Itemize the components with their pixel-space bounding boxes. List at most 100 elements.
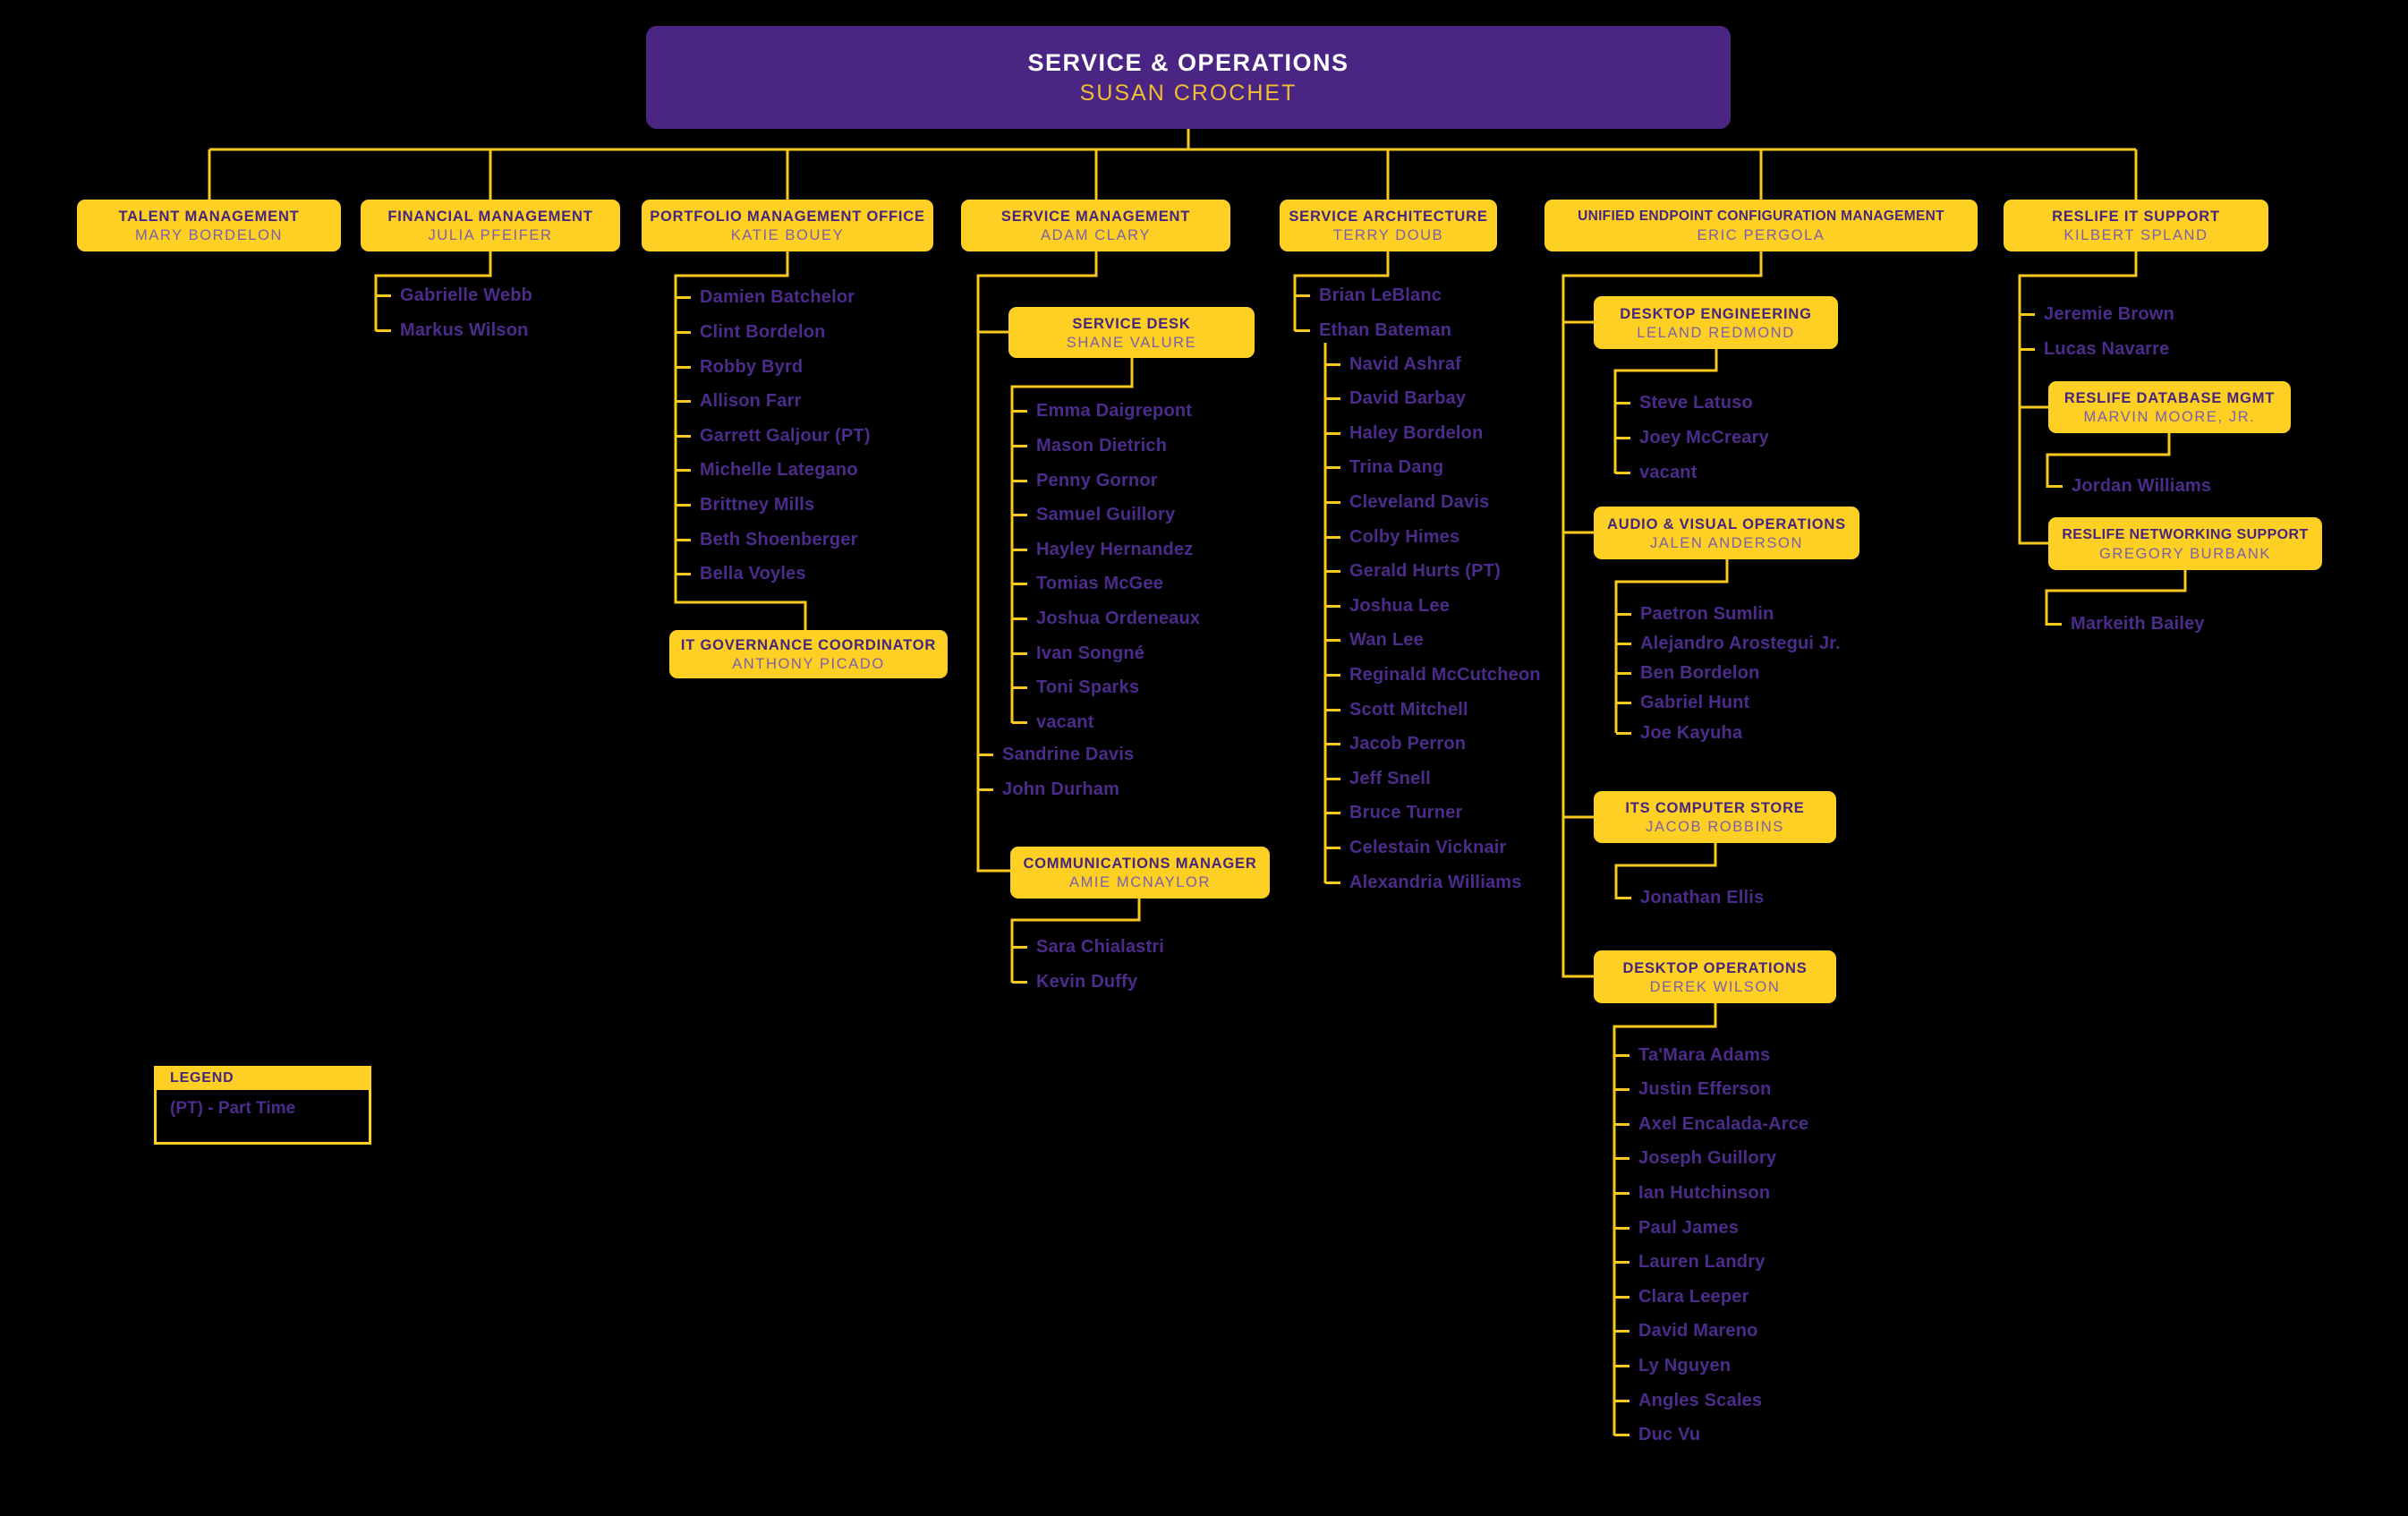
dept-title: DESKTOP ENGINEERING	[1620, 305, 1812, 322]
member-name: Joshua Lee	[1325, 589, 1541, 624]
connector-financial	[374, 251, 492, 331]
member-name: Robby Byrd	[676, 350, 871, 385]
member-name: Celestain Vicknair	[1325, 830, 1541, 865]
legend-body: (PT) - Part Time	[154, 1090, 371, 1145]
legend-entry: (PT) - Part Time	[170, 1099, 296, 1118]
member-name: Brittney Mills	[676, 488, 871, 523]
dept-title: RESLIFE IT SUPPORT	[2052, 209, 2220, 225]
member-list-reslife: Jeremie Brown Lucas Navarre	[2020, 298, 2174, 367]
member-list-ethan-bateman-team: Navid Ashraf David Barbay Haley Bordelon Tr…	[1325, 347, 1541, 900]
dept-title: AUDIO & VISUAL OPERATIONS	[1607, 515, 1846, 532]
member-list-service-architecture: Brian LeBlanc Ethan Bateman	[1295, 279, 1451, 348]
member-name: Ivan Songné	[1012, 636, 1200, 671]
member-name: Gabriel Hunt	[1616, 688, 1841, 718]
member-list-reslife-database-mgmt: Jordan Williams	[2047, 470, 2211, 505]
member-name: Paul James	[1614, 1211, 1808, 1246]
member-name: Joseph Guillory	[1614, 1142, 1808, 1177]
member-name: Markus Wilson	[376, 313, 532, 348]
root-person-name: SUSAN CROCHET	[1079, 81, 1298, 106]
dept-title: SERVICE DESK	[1072, 315, 1191, 332]
dept-title: DESKTOP OPERATIONS	[1622, 959, 1808, 976]
member-list-desktop-engineering: Steve Latuso Joey McCreary vacant	[1615, 387, 1769, 490]
member-name: Duc Vu	[1614, 1418, 1808, 1452]
dept-person: GREGORY BURBANK	[2098, 545, 2272, 562]
member-name: Kevin Duffy	[1012, 965, 1164, 1000]
member-name: Navid Ashraf	[1325, 347, 1541, 382]
legend-title: LEGEND	[170, 1069, 234, 1086]
sub-box-reslife-database-mgmt: RESLIFE DATABASE MGMT MARVIN MOORE, JR.	[2048, 381, 2291, 433]
member-name: vacant	[1012, 705, 1200, 740]
member-name: Samuel Guillory	[1012, 498, 1200, 532]
dept-person: MARY BORDELON	[134, 227, 284, 243]
member-name: Justin Efferson	[1614, 1072, 1808, 1107]
member-name: Toni Sparks	[1012, 670, 1200, 705]
member-name: Jeff Snell	[1325, 762, 1541, 796]
member-name: Ethan Bateman	[1295, 313, 1451, 348]
dept-person: ERIC PERGOLA	[1697, 227, 1825, 243]
sub-box-communications-manager: COMMUNICATIONS MANAGER AMIE MCNAYLOR	[1010, 847, 1270, 899]
dept-title: COMMUNICATIONS MANAGER	[1023, 856, 1257, 872]
member-list-its-computer-store: Jonathan Ellis	[1616, 881, 1764, 916]
dept-box-financial-management: FINANCIAL MANAGEMENT JULIA PFEIFER	[361, 200, 620, 251]
connector-uecm-elbows	[1563, 320, 1594, 819]
root-dept-title: SERVICE & OPERATIONS	[1027, 49, 1349, 76]
member-name: Ly Nguyen	[1614, 1349, 1808, 1384]
member-name: Jordan Williams	[2047, 470, 2211, 505]
dept-box-portfolio-management-office: PORTFOLIO MANAGEMENT OFFICE KATIE BOUEY	[642, 200, 933, 251]
dept-title: UNIFIED ENDPOINT CONFIGURATION MANAGEMEN…	[1578, 209, 1944, 224]
member-name: Angles Scales	[1614, 1384, 1808, 1418]
connector-service-desk-team	[1010, 358, 1134, 723]
dept-person: ADAM CLARY	[1041, 227, 1151, 243]
connector-rns-team	[2045, 570, 2187, 626]
member-name: Reginald McCutcheon	[1325, 658, 1541, 693]
connector-reslife-trunk	[2018, 251, 2138, 545]
dept-box-unified-endpoint-configuration-management: UNIFIED ENDPOINT CONFIGURATION MANAGEMEN…	[1544, 200, 1978, 251]
dept-title: RESLIFE DATABASE MGMT	[2063, 390, 2276, 406]
member-name: John Durham	[978, 772, 1134, 807]
dept-box-reslife-it-support: RESLIFE IT SUPPORT KILBERT SPLAND	[2004, 200, 2268, 251]
member-name: Lauren Landry	[1614, 1245, 1808, 1280]
member-name: Damien Batchelor	[676, 281, 871, 316]
dept-person: MARVIN MOORE, JR.	[2083, 409, 2256, 425]
root-box: SERVICE & OPERATIONS SUSAN CROCHET	[646, 26, 1731, 129]
member-name: Ben Bordelon	[1616, 659, 1841, 688]
member-name: vacant	[1615, 456, 1769, 490]
connector-rdm-team	[2046, 433, 2171, 488]
member-name: Penny Gornor	[1012, 464, 1200, 498]
sub-box-audio-visual-operations: AUDIO & VISUAL OPERATIONS JALEN ANDERSON	[1594, 507, 1859, 559]
member-name: Clara Leeper	[1614, 1280, 1808, 1315]
dept-title: SERVICE MANAGEMENT	[1000, 209, 1191, 225]
dept-box-talent-management: TALENT MANAGEMENT MARY BORDELON	[77, 200, 341, 251]
member-name: Jonathan Ellis	[1616, 881, 1764, 916]
sub-box-reslife-networking-support: RESLIFE NETWORKING SUPPORT GREGORY BURBA…	[2048, 517, 2322, 570]
connector-uecm-trunk	[1561, 251, 1763, 978]
dept-person: DEREK WILSON	[1649, 978, 1781, 995]
member-name: Sara Chialastri	[1012, 931, 1164, 966]
member-name: Emma Daigrepont	[1012, 395, 1200, 430]
member-list-desktop-operations: Ta'Mara Adams Justin Efferson Axel Encalad…	[1614, 1038, 1808, 1452]
dept-title: IT GOVERNANCE COORDINATOR	[680, 637, 937, 653]
connector-comm-mgr-team	[1010, 899, 1141, 983]
connector-service-arch	[1293, 251, 1390, 331]
dept-box-service-architecture: SERVICE ARCHITECTURE TERRY DOUB	[1280, 200, 1497, 251]
dept-person: AMIE MCNAYLOR	[1068, 874, 1211, 890]
member-name: Cleveland Davis	[1325, 485, 1541, 520]
dept-person: KILBERT SPLAND	[2063, 227, 2208, 243]
connector-top-rail	[208, 129, 2138, 200]
member-name: Bella Voyles	[676, 557, 871, 592]
member-name: Allison Farr	[676, 384, 871, 419]
member-name: Mason Dietrich	[1012, 429, 1200, 464]
member-name: Joe Kayuha	[1616, 718, 1841, 747]
member-name: Gabrielle Webb	[376, 279, 532, 314]
member-list-service-desk: Emma Daigrepont Mason Dietrich Penny Gorno…	[1012, 395, 1200, 740]
legend-header: LEGEND	[154, 1066, 371, 1090]
member-name: Ian Hutchinson	[1614, 1176, 1808, 1211]
member-list-communications-manager: Sara Chialastri Kevin Duffy	[1012, 931, 1164, 1000]
member-name: Scott Mitchell	[1325, 693, 1541, 728]
member-name: Colby Himes	[1325, 520, 1541, 555]
member-name: Bruce Turner	[1325, 796, 1541, 831]
dept-person: JULIA PFEIFER	[428, 227, 553, 243]
member-name: Jeremie Brown	[2020, 298, 2174, 333]
member-name: Alexandria Williams	[1325, 865, 1541, 900]
